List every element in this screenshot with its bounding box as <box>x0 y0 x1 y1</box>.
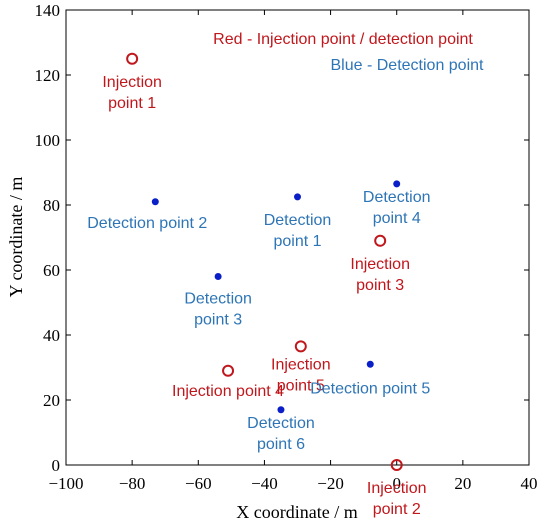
detection-point-marker <box>393 180 401 188</box>
injection-point-label: Injection point 3 <box>350 256 410 294</box>
y-tick-label: 80 <box>43 196 60 215</box>
x-tick-label: −80 <box>119 474 146 493</box>
point-label-line: Injection <box>102 74 162 91</box>
y-tick-label: 60 <box>43 261 60 280</box>
x-tick-label: −100 <box>48 474 83 493</box>
y-tick-label: 100 <box>35 131 61 150</box>
detection-point-marker <box>151 198 159 206</box>
detection-point-marker <box>214 273 222 280</box>
point-label-line: Injection <box>271 356 331 373</box>
point-label-line: point 4 <box>373 210 421 227</box>
injection-point-marker <box>294 340 307 353</box>
point-label-line: point 2 <box>373 501 421 518</box>
detection-point-label: Detection point 1 <box>264 212 332 250</box>
point-label-line: point 3 <box>356 277 404 294</box>
plot-frame <box>65 9 530 466</box>
y-tick-label: 140 <box>35 1 61 20</box>
x-tick-label: 40 <box>521 474 538 493</box>
x-tick-label: −20 <box>317 474 344 493</box>
x-tick-label: 0 <box>392 474 401 493</box>
point-label-line: point 3 <box>194 312 242 329</box>
point-label-line: Detection <box>264 212 332 229</box>
x-axis-label: X coordinate / m <box>236 502 357 522</box>
legend-entry-red: Red - Injection point / detection point <box>213 31 473 48</box>
x-tick-label: 20 <box>454 474 471 493</box>
point-label-line: point 5 <box>277 377 325 394</box>
point-label-line: point 1 <box>273 233 321 250</box>
point-label-line: point 6 <box>257 436 305 453</box>
detection-point-marker <box>366 360 374 368</box>
injection-point-marker <box>390 459 403 471</box>
injection-point-marker <box>222 364 235 377</box>
y-tick-label: 120 <box>35 66 61 85</box>
point-label-line: Detection <box>247 415 315 432</box>
legend-entry-blue: Blue - Detection point <box>331 57 485 74</box>
point-label-line: Injection <box>367 480 427 497</box>
injection-point-label: Injection point 5 <box>271 356 331 394</box>
detection-point-marker <box>277 406 285 414</box>
detection-point-label: Detection point 3 <box>184 291 252 329</box>
y-tick-label: 20 <box>43 391 60 410</box>
point-label-line: Injection point 4 <box>172 383 284 400</box>
detection-point-label: Detection point 4 <box>363 189 431 227</box>
injection-point-marker <box>374 234 387 247</box>
point-label-line: Detection point 5 <box>310 380 430 397</box>
y-tick-label: 40 <box>43 326 60 345</box>
injection-point-label: Injection point 2 <box>367 480 427 518</box>
x-tick-label: −40 <box>251 474 278 493</box>
detection-point-marker <box>294 193 301 201</box>
detection-point-label: Detection point 2 <box>87 215 207 232</box>
y-axis-label: Y coordinate / m <box>6 177 26 298</box>
point-label-line: point 1 <box>108 95 156 112</box>
point-label-line: Injection <box>350 256 410 273</box>
detection-point-label: Detection point 6 <box>247 415 315 453</box>
detection-point-label: Detection point 5 <box>310 380 430 397</box>
injection-point-label: Injection point 4 <box>172 383 284 400</box>
point-label-line: Detection <box>363 189 431 206</box>
x-tick-label: −60 <box>185 474 212 493</box>
injection-point-label: Injection point 1 <box>102 74 162 112</box>
injection-point-marker <box>126 52 139 65</box>
y-tick-label: 0 <box>52 456 61 475</box>
point-label-line: Detection point 2 <box>87 215 207 232</box>
point-label-line: Detection <box>184 291 252 308</box>
